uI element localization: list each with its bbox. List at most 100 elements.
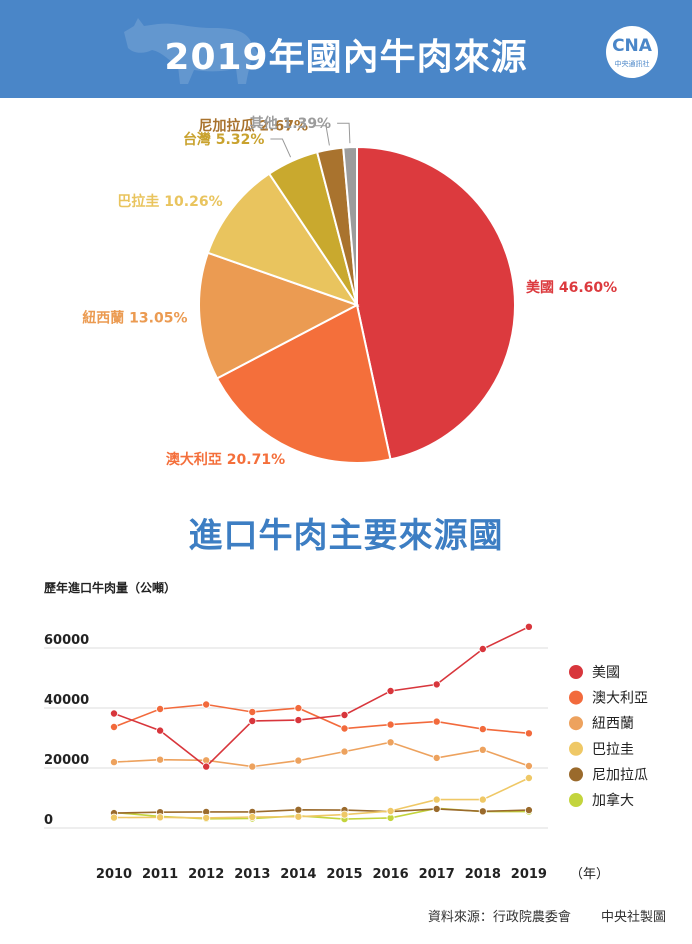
data-point xyxy=(110,709,119,718)
pie-label: 巴拉圭 10.26% xyxy=(117,193,222,210)
footer: 資料來源：行政院農委會 中央社製圖 xyxy=(428,906,666,925)
data-point xyxy=(340,711,349,720)
pie-slice xyxy=(206,172,360,307)
data-point xyxy=(294,716,303,725)
pie-chart: 美國 46.60% 澳大利亞 20.71% 紐西蘭 13.05% 巴拉圭 10.26%… xyxy=(82,115,617,468)
data-point xyxy=(386,687,395,696)
series-line xyxy=(113,741,530,768)
x-tick-label: 2014 xyxy=(280,867,316,882)
x-tick-label: 2012 xyxy=(188,867,224,882)
data-point xyxy=(294,704,303,713)
data-point xyxy=(524,729,533,738)
legend-label: 美國 xyxy=(592,665,620,681)
data-point xyxy=(478,807,487,816)
data-point xyxy=(156,705,165,714)
y-axis-label: 歷年進口牛肉量（公噸） xyxy=(44,580,176,595)
data-point xyxy=(478,645,487,654)
data-point xyxy=(156,755,165,764)
data-point xyxy=(202,762,211,771)
legend-label: 巴拉圭 xyxy=(592,742,634,758)
pie-leader-line xyxy=(270,138,292,158)
line-chart-title: 進口牛肉主要來源國 xyxy=(188,516,504,556)
data-point xyxy=(110,813,119,822)
source-note: 資料來源：行政院農委會 xyxy=(427,910,571,925)
legend-label: 尼加拉瓜 xyxy=(592,767,648,783)
data-point xyxy=(248,762,257,771)
legend-label: 紐西蘭 xyxy=(592,716,634,732)
data-point xyxy=(110,758,119,767)
legend-swatch xyxy=(569,716,583,731)
y-tick-label: 40000 xyxy=(44,693,89,708)
pie-leader-line xyxy=(337,122,351,144)
data-point xyxy=(478,745,487,754)
data-point xyxy=(248,813,257,822)
data-point xyxy=(202,700,211,709)
series-line xyxy=(113,808,529,814)
series-line xyxy=(113,626,530,768)
data-point xyxy=(432,804,441,813)
legend-swatch xyxy=(569,767,583,782)
page-title: 2019年國內牛肉來源 xyxy=(164,37,528,78)
y-tick-label: 20000 xyxy=(44,753,89,768)
pie-label: 紐西蘭 13.05% xyxy=(82,309,187,326)
series-line xyxy=(113,703,529,735)
x-axis-label: （年） xyxy=(570,867,609,882)
data-point xyxy=(432,753,441,762)
x-tick-label: 2019 xyxy=(511,867,547,882)
data-point xyxy=(294,805,303,814)
y-tick-label: 0 xyxy=(44,813,53,828)
pie-leader-line xyxy=(314,125,330,146)
x-tick-label: 2017 xyxy=(419,867,455,882)
x-tick-label: 2018 xyxy=(465,867,501,882)
data-point xyxy=(248,708,257,717)
pie-label: 台灣 5.32% xyxy=(183,131,264,148)
logo-mark: CNA xyxy=(612,36,652,56)
x-tick-label: 2011 xyxy=(142,867,178,882)
data-point xyxy=(524,806,533,815)
data-point xyxy=(340,810,349,819)
logo-text: 中央通訊社 xyxy=(614,60,650,68)
cna-logo: CNA 中央通訊社 xyxy=(606,26,658,78)
pie-label: 其他 1.39% xyxy=(250,115,331,132)
data-point xyxy=(478,725,487,734)
series-line xyxy=(113,777,530,819)
pie-slice xyxy=(356,145,517,461)
data-point xyxy=(432,795,441,804)
data-point xyxy=(524,774,533,783)
legend-label: 澳大利亞 xyxy=(592,691,648,707)
legend-swatch xyxy=(569,665,583,679)
pie-slice xyxy=(342,145,358,306)
x-tick-label: 2010 xyxy=(96,867,132,882)
pie-label: 澳大利亞 20.71% xyxy=(166,451,285,468)
x-tick-label: 2016 xyxy=(373,867,409,882)
data-point xyxy=(386,738,395,747)
data-point xyxy=(340,747,349,756)
data-point xyxy=(248,717,257,726)
pie-slice xyxy=(215,303,392,464)
x-tick-label: 2015 xyxy=(326,867,362,882)
data-point xyxy=(432,717,441,726)
data-point xyxy=(524,622,533,631)
data-point xyxy=(156,813,165,822)
data-point xyxy=(524,762,533,771)
legend-swatch xyxy=(569,690,583,705)
legend-swatch xyxy=(569,741,583,756)
line-chart: 歷年進口牛肉量（公噸） 0 20000 40000 60000 2010 2011 2012 2… xyxy=(44,580,648,882)
x-tick-label: 2013 xyxy=(234,867,270,882)
data-point xyxy=(202,813,211,822)
data-point xyxy=(432,680,441,689)
y-tick-label: 60000 xyxy=(44,633,89,648)
data-point xyxy=(294,812,303,821)
data-point xyxy=(340,724,349,733)
data-point xyxy=(386,720,395,729)
data-point xyxy=(156,726,165,735)
data-point xyxy=(294,756,303,765)
pie-slice xyxy=(198,251,360,380)
credit-note: 中央社製圖 xyxy=(600,910,666,925)
title-banner: 2019年國內牛肉來源 CNA 中央通訊社 xyxy=(0,0,692,98)
pie-label: 尼加拉瓜 2.67% xyxy=(199,118,308,135)
data-point xyxy=(478,795,487,804)
legend-swatch xyxy=(569,793,583,807)
legend-label: 加拿大 xyxy=(592,792,634,809)
